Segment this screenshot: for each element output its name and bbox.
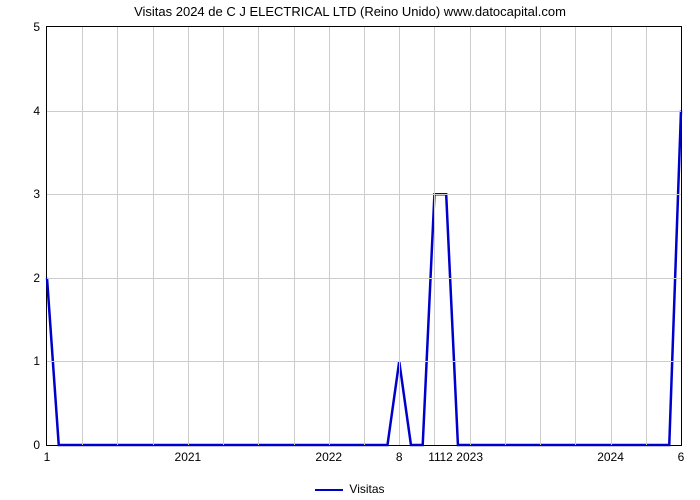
grid-line-v — [188, 27, 189, 445]
grid-line-v — [258, 27, 259, 445]
grid-line-v — [646, 27, 647, 445]
y-tick-label: 3 — [10, 187, 40, 201]
grid-line-v — [364, 27, 365, 445]
x-tick-label: 1 — [44, 450, 51, 464]
grid-line-v — [470, 27, 471, 445]
x-tick-label: 2021 — [175, 450, 202, 464]
grid-line-v — [540, 27, 541, 445]
grid-line-v — [611, 27, 612, 445]
grid-line-v — [434, 27, 435, 445]
grid-line-v — [82, 27, 83, 445]
grid-line-v — [329, 27, 330, 445]
x-tick-label: 2024 — [597, 450, 624, 464]
grid-line-v — [153, 27, 154, 445]
x-tick-label: 2023 — [456, 450, 483, 464]
y-tick-label: 5 — [10, 20, 40, 34]
y-tick-label: 4 — [10, 104, 40, 118]
y-tick-label: 2 — [10, 271, 40, 285]
y-tick-label: 1 — [10, 354, 40, 368]
x-tick-label: 8 — [396, 450, 403, 464]
legend-label: Visitas — [349, 482, 384, 496]
grid-line-v — [223, 27, 224, 445]
x-tick-label: 12 — [439, 450, 452, 464]
grid-line-v — [399, 27, 400, 445]
legend-swatch — [315, 489, 343, 491]
legend: Visitas — [0, 482, 700, 496]
grid-line-v — [575, 27, 576, 445]
y-tick-label: 0 — [10, 438, 40, 452]
chart-container: Visitas 2024 de C J ELECTRICAL LTD (Rein… — [0, 0, 700, 500]
plot-area — [46, 26, 682, 446]
grid-line-v — [294, 27, 295, 445]
x-tick-label: 6 — [678, 450, 685, 464]
chart-title: Visitas 2024 de C J ELECTRICAL LTD (Rein… — [0, 4, 700, 19]
x-tick-label: 2022 — [315, 450, 342, 464]
grid-line-v — [117, 27, 118, 445]
grid-line-v — [505, 27, 506, 445]
